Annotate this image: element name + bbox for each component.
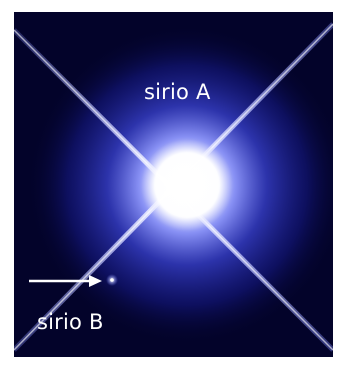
sirius-b-core [110,278,114,282]
sirius-a-label: sirio A [144,80,211,104]
sirius-b-label: sirio B [37,310,104,334]
arrow-right-icon [29,275,102,287]
sirius-a-star [141,139,233,231]
star-field-graphic [14,12,333,357]
sirius-photo: sirio A sirio B [14,12,333,357]
